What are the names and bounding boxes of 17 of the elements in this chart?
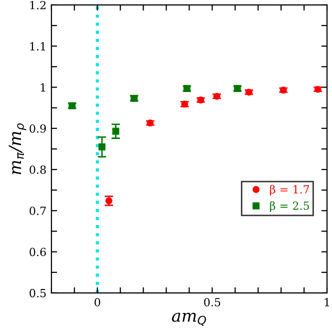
x-tick-label: 0 [94,298,100,306]
y-tick-label: 1 [40,83,46,92]
y-tick-label: 0.5 [30,288,46,298]
legend-label: β = 1.7 [270,184,310,196]
y-tick-label: 0.6 [30,248,46,256]
y-tick-label: 1.1 [30,42,46,50]
point [112,128,120,135]
x-tick-label: 0.5 [204,298,220,306]
y-tick-label: 0.8 [30,165,46,174]
x-axis-title: am$_{Q}$ [172,312,206,326]
y-axis-title: m$_{π}$/m$_{ρ}$ [8,123,26,174]
y-tick-label: 0.9 [30,124,46,133]
legend-label: β = 2.5 [270,201,310,212]
x-tick-label: 1 [324,298,329,306]
y-tick-label: 0.7 [30,206,46,216]
point [98,143,106,150]
y-tick-label: 1.2 [30,0,46,10]
